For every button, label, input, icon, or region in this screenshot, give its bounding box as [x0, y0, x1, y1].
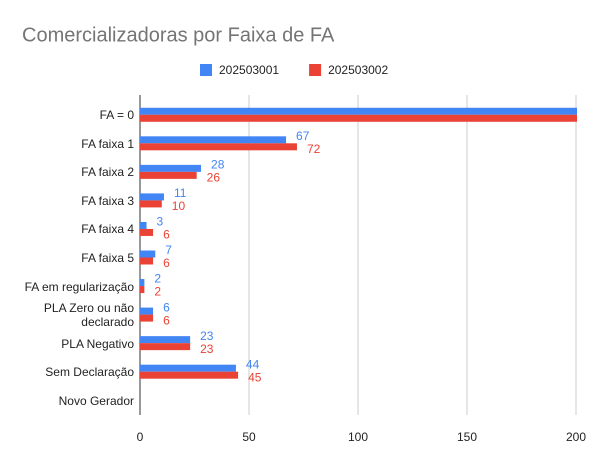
data-label: 26	[207, 171, 221, 185]
bar	[140, 336, 191, 344]
data-label: 7	[165, 243, 172, 257]
y-tick-label: PLA Zero ou não declarado	[43, 301, 134, 330]
y-tick-label: FA = 0	[99, 108, 134, 123]
bar	[140, 136, 287, 144]
data-label: 3	[157, 215, 164, 229]
bar	[140, 307, 154, 315]
bar	[140, 250, 156, 258]
y-tick-label: FA em regularização	[24, 279, 134, 294]
bar	[140, 164, 202, 172]
y-tick-label: FA faixa 3	[81, 193, 134, 208]
data-label: 2	[154, 272, 161, 286]
bar	[140, 193, 164, 201]
x-tick-label: 150	[457, 430, 477, 444]
y-tick-label: PLA Negativo	[61, 336, 134, 351]
y-tick-label: Sem Declaração	[45, 365, 134, 380]
x-tick-label: 0	[137, 430, 144, 444]
y-tick-label: FA faixa 1	[81, 136, 134, 151]
data-label: 67	[296, 129, 310, 143]
data-label: 45	[248, 370, 262, 384]
data-label: 44	[246, 357, 260, 371]
legend-label: 202503001	[219, 63, 279, 77]
x-tick-label: 50	[242, 430, 256, 444]
bar	[140, 107, 577, 115]
y-tick-label: FA faixa 2	[81, 165, 134, 180]
x-tick-label: 200	[566, 430, 586, 444]
bar	[140, 171, 197, 179]
data-label: 6	[163, 300, 170, 314]
data-label: 28	[211, 158, 225, 172]
bar	[140, 257, 154, 265]
bar	[140, 200, 162, 208]
data-label: 72	[307, 142, 321, 156]
y-tick-label: FA faixa 5	[81, 251, 134, 265]
bar	[140, 114, 577, 122]
data-label: 6	[163, 256, 170, 270]
x-tick-label: 100	[348, 430, 368, 444]
bar	[140, 143, 297, 151]
data-label: 10	[172, 199, 186, 213]
bar	[140, 228, 154, 236]
data-label: 23	[200, 342, 214, 356]
legend-swatch	[200, 64, 212, 76]
chart-title: Comercializadoras por Faixa de FA	[22, 24, 335, 46]
data-label: 6	[163, 313, 170, 327]
bar	[140, 279, 145, 287]
data-label: 23	[200, 329, 214, 343]
bar	[140, 314, 154, 322]
y-tick-label: FA faixa 4	[81, 222, 134, 237]
legend-swatch	[309, 64, 322, 76]
bar	[140, 371, 239, 379]
data-label: 2	[154, 285, 161, 299]
bar	[140, 221, 147, 229]
legend-label: 202503002	[328, 63, 388, 77]
data-label: 6	[163, 228, 170, 242]
data-label: 11	[174, 186, 187, 200]
bar	[140, 286, 145, 294]
plot-area	[140, 107, 577, 379]
y-tick-label: Novo Gerador	[58, 393, 134, 408]
bar	[140, 343, 191, 351]
bar	[140, 364, 236, 372]
